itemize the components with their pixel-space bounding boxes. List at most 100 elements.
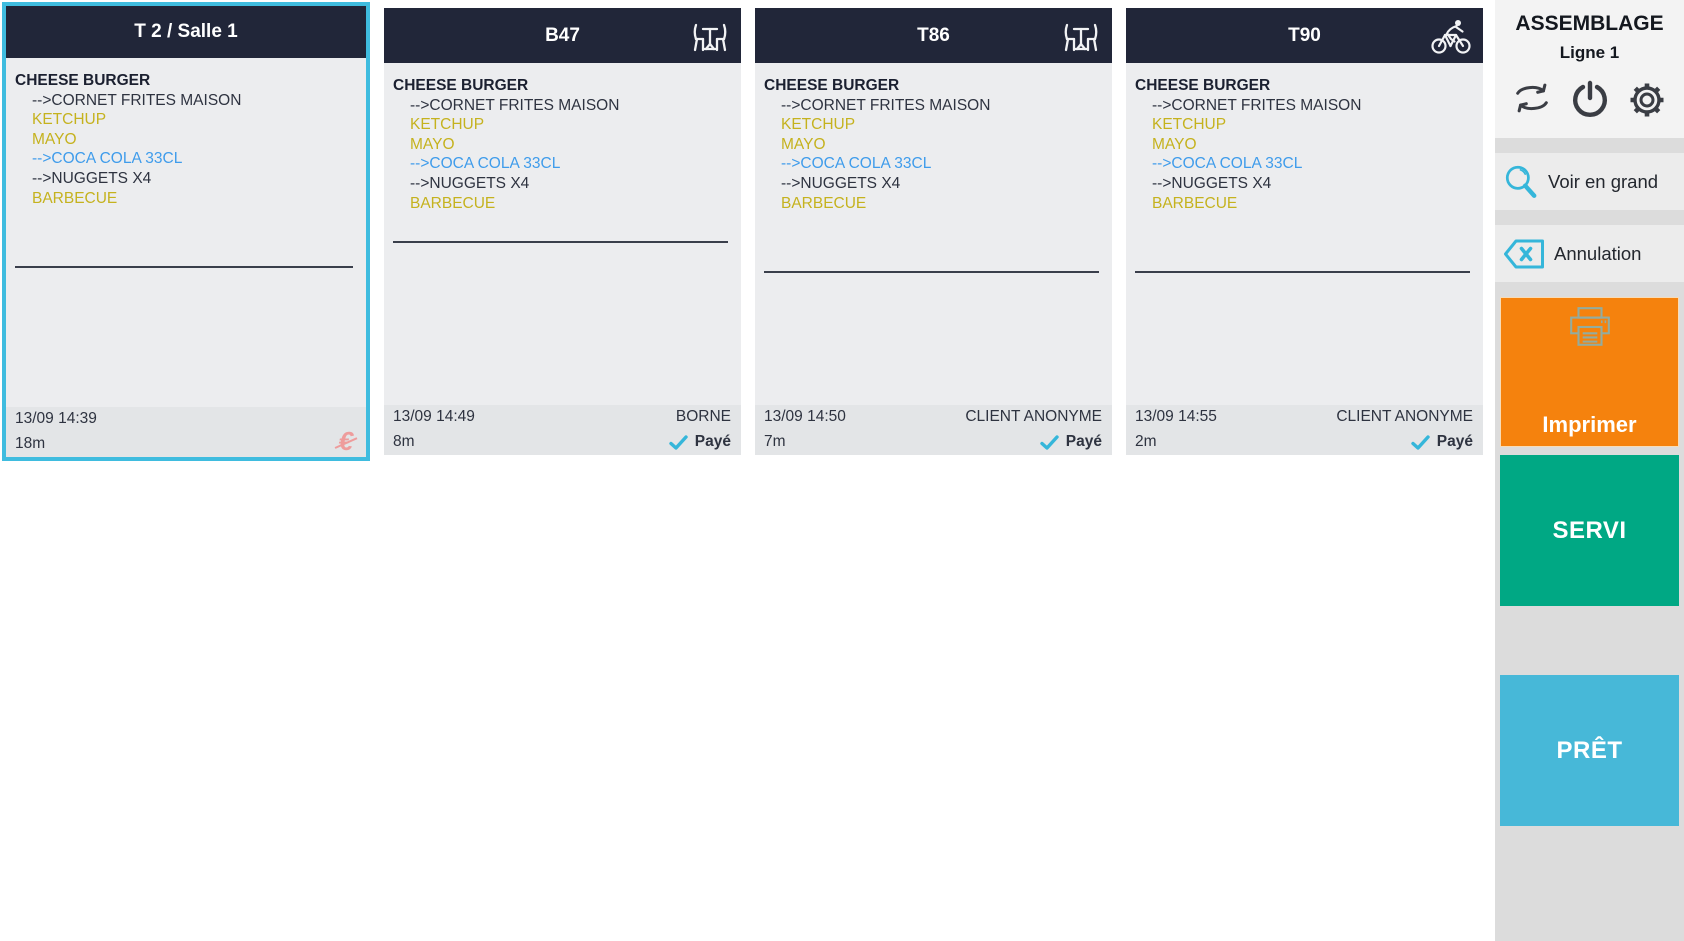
paid-status: Payé	[1040, 433, 1102, 451]
order-card-b47[interactable]: B47 CHEESE BURGER -->CORNET FRITES MAISO…	[384, 8, 741, 455]
order-card-header: B47	[384, 8, 741, 63]
order-item: BARBECUE	[32, 189, 118, 207]
order-card-t86[interactable]: T86 CHEESE BURGER -->CORNET FRITES MAISO…	[755, 8, 1112, 455]
order-times: 13/09 14:50 7m	[764, 408, 846, 451]
order-times: 13/09 14:55 2m	[1135, 408, 1217, 451]
order-item: -->COCA COLA 33CL	[781, 155, 932, 173]
order-date: 13/09 14:55	[1135, 408, 1217, 425]
order-elapsed: 7m	[764, 433, 786, 450]
station-line: Ligne 1	[1559, 43, 1620, 62]
unpaid-euro-icon: €	[336, 428, 356, 454]
order-footer: 13/09 14:39 18m €	[6, 407, 366, 457]
view-large-label: Voir en grand	[1548, 170, 1659, 192]
order-item: MAYO	[1152, 135, 1197, 153]
print-button[interactable]: Imprimer	[1500, 297, 1679, 447]
order-item: -->COCA COLA 33CL	[32, 150, 183, 168]
order-title: B47	[545, 24, 580, 46]
order-elapsed: 8m	[393, 433, 415, 450]
order-channel: BORNE	[675, 408, 731, 425]
order-channel: CLIENT ANONYME	[965, 408, 1102, 425]
paid-label: Payé	[1436, 433, 1473, 450]
served-label: SERVI	[1552, 516, 1627, 544]
cancel-button[interactable]: Annulation	[1495, 225, 1684, 282]
order-title: T90	[1288, 24, 1321, 46]
order-board: T 2 / Salle 1 CHEESE BURGER -->CORNET FR…	[0, 0, 1495, 941]
order-card-header: T 2 / Salle 1	[6, 6, 366, 58]
paid-check-icon	[669, 434, 688, 450]
order-status: CLIENT ANONYME Payé	[1336, 408, 1473, 451]
backspace-icon	[1502, 237, 1546, 271]
paid-label: Payé	[1065, 433, 1102, 450]
action-sidebar: ASSEMBLAGE Ligne 1	[1495, 0, 1684, 941]
order-footer: 13/09 14:50 7m CLIENT ANONYME Payé	[755, 405, 1112, 455]
order-date: 13/09 14:49	[393, 408, 475, 425]
order-item: -->NUGGETS X4	[781, 174, 901, 192]
paid-status: Payé	[1411, 433, 1473, 451]
order-item: -->COCA COLA 33CL	[410, 155, 561, 173]
view-large-button[interactable]: Voir en grand	[1495, 153, 1684, 210]
order-item: KETCHUP	[1152, 116, 1227, 134]
order-item: -->COCA COLA 33CL	[1152, 155, 1303, 173]
order-divider	[764, 271, 1099, 274]
cancel-label: Annulation	[1554, 242, 1642, 264]
order-channel: CLIENT ANONYME	[1336, 408, 1473, 425]
sidebar-header: ASSEMBLAGE Ligne 1	[1495, 0, 1684, 138]
order-item: -->CORNET FRITES MAISON	[781, 96, 991, 114]
printer-icon	[1567, 306, 1613, 348]
order-title: T86	[917, 24, 950, 46]
settings-gear-icon[interactable]	[1627, 80, 1667, 120]
order-item: CHEESE BURGER	[15, 72, 151, 89]
order-item: -->CORNET FRITES MAISON	[410, 96, 620, 114]
paid-label: Payé	[694, 433, 731, 450]
magnifier-icon	[1502, 163, 1540, 201]
order-items: CHEESE BURGER -->CORNET FRITES MAISON KE…	[755, 63, 1112, 405]
print-label: Imprimer	[1542, 412, 1637, 437]
order-item: -->NUGGETS X4	[1152, 174, 1272, 192]
station-title: ASSEMBLAGE	[1515, 12, 1664, 35]
paid-status: Payé	[669, 433, 731, 451]
order-item: -->CORNET FRITES MAISON	[1152, 96, 1362, 114]
order-status: CLIENT ANONYME Payé	[965, 408, 1102, 451]
order-item: KETCHUP	[32, 111, 107, 129]
order-card-t2[interactable]: T 2 / Salle 1 CHEESE BURGER -->CORNET FR…	[2, 2, 370, 461]
order-elapsed: 2m	[1135, 433, 1157, 450]
order-times: 13/09 14:49 8m	[393, 408, 475, 451]
order-divider	[1135, 271, 1470, 274]
order-footer: 13/09 14:49 8m BORNE Payé	[384, 405, 741, 455]
order-title: T 2 / Salle 1	[134, 21, 238, 42]
order-date: 13/09 14:50	[764, 408, 846, 425]
order-card-header: T90	[1126, 8, 1483, 63]
order-item: -->CORNET FRITES MAISON	[32, 91, 242, 109]
order-card-header: T86	[755, 8, 1112, 63]
order-times: 13/09 14:39 18m	[15, 410, 97, 453]
order-item: MAYO	[410, 135, 455, 153]
order-divider	[15, 266, 353, 269]
order-item: CHEESE BURGER	[393, 77, 529, 94]
ready-button[interactable]: PRÊT	[1500, 675, 1679, 826]
paid-check-icon	[1411, 434, 1430, 450]
sidebar-toolbar	[1499, 63, 1680, 134]
sync-icon[interactable]	[1512, 80, 1552, 120]
order-item: BARBECUE	[781, 194, 867, 212]
order-item: BARBECUE	[1152, 194, 1238, 212]
dine-in-table-icon	[1060, 19, 1102, 53]
served-button[interactable]: SERVI	[1500, 455, 1679, 606]
order-status: €	[336, 410, 356, 454]
order-item: -->NUGGETS X4	[410, 174, 530, 192]
order-item: MAYO	[32, 130, 77, 148]
ready-label: PRÊT	[1556, 736, 1623, 764]
order-card-t90[interactable]: T90 CHEESE BURGER -->CORNET FRITES MAISO…	[1126, 8, 1483, 455]
order-items: CHEESE BURGER -->CORNET FRITES MAISON KE…	[1126, 63, 1483, 405]
order-item: KETCHUP	[410, 116, 485, 134]
order-item: BARBECUE	[410, 194, 496, 212]
order-status: BORNE Payé	[669, 408, 731, 451]
order-item: MAYO	[781, 135, 826, 153]
paid-check-icon	[1040, 434, 1059, 450]
order-item: KETCHUP	[781, 116, 856, 134]
order-items: CHEESE BURGER -->CORNET FRITES MAISON KE…	[6, 58, 366, 407]
power-icon[interactable]	[1570, 80, 1610, 120]
order-items: CHEESE BURGER -->CORNET FRITES MAISON KE…	[384, 63, 741, 405]
order-item: CHEESE BURGER	[1135, 77, 1271, 94]
order-item: -->NUGGETS X4	[32, 169, 152, 187]
